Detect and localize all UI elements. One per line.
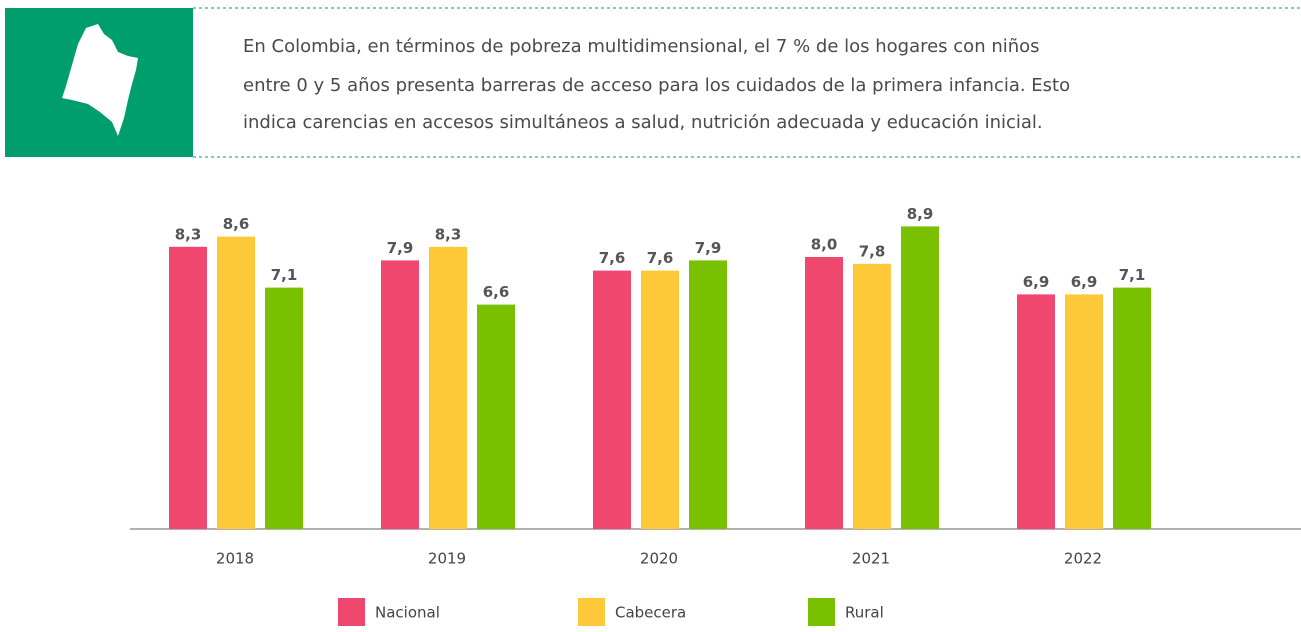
value-label: 6,9 [1023,273,1050,291]
legend-swatch [338,598,365,626]
bar [641,270,679,529]
value-label: 8,3 [435,225,462,243]
value-label: 8,3 [175,225,202,243]
x-tick-label: 2020 [640,550,678,568]
x-tick-label: 2022 [1064,550,1102,568]
value-label: 7,1 [1119,266,1146,284]
bar [477,304,515,529]
header-line: entre 0 y 5 años presenta barreras de ac… [243,75,1070,96]
bar [1065,294,1103,529]
legend-swatch [578,598,605,626]
bar [429,246,467,530]
value-label: 7,8 [859,242,886,260]
header-text: En Colombia, en términos de pobreza mult… [243,36,1070,133]
colombia-map [62,24,138,136]
bar [1017,294,1055,529]
value-label: 8,0 [811,236,838,254]
bar [853,263,891,529]
value-label: 7,6 [599,249,626,267]
value-label: 7,9 [695,239,722,257]
x-tick-label: 2021 [852,550,890,568]
bar [265,287,303,529]
bar [1113,287,1151,529]
bar [381,260,419,529]
legend-label: Nacional [375,604,440,622]
x-tick-label: 2019 [428,550,466,568]
legend-label: Cabecera [615,604,686,622]
value-label: 6,9 [1071,273,1098,291]
bar [805,257,843,529]
bar [901,226,939,529]
bar [689,260,727,529]
value-label: 7,1 [271,266,298,284]
legend-label: Rural [845,604,884,622]
bar [593,270,631,529]
value-label: 6,6 [483,283,510,301]
bar [217,236,255,529]
value-label: 8,9 [907,205,934,223]
header-line: En Colombia, en términos de pobreza mult… [243,36,1040,57]
value-label: 7,9 [387,239,414,257]
value-label: 8,6 [223,215,250,233]
bar [169,246,207,530]
header-line: indica carencias en accesos simultáneos … [243,112,1043,133]
legend-swatch [808,598,835,626]
value-label: 7,6 [647,249,674,267]
x-tick-label: 2018 [216,550,254,568]
